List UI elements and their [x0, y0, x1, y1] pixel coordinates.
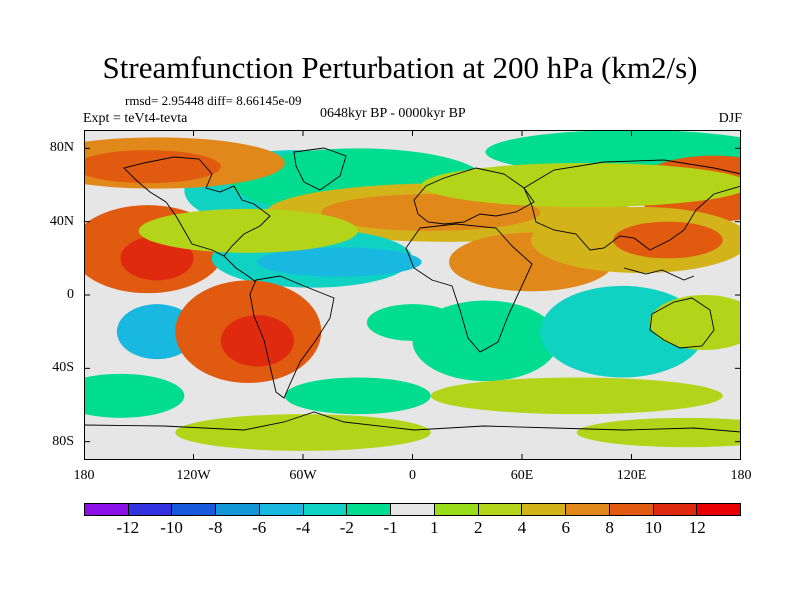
season-label: DJF: [718, 111, 742, 126]
field-anomaly-17: [613, 221, 723, 259]
colorbar-swatch-8: [434, 504, 479, 515]
lat-label-0: 80N: [49, 140, 74, 156]
colorbar-label-1: -10: [160, 518, 183, 537]
lon-label-6: 180: [730, 468, 752, 483]
colorbar-swatch-11: [566, 504, 610, 515]
field-anomaly-25: [84, 373, 185, 418]
colorbar-swatch-10: [522, 504, 567, 515]
field-anomaly-26: [284, 377, 431, 415]
field-anomaly-18: [116, 304, 198, 360]
field-anomaly-14: [138, 208, 358, 253]
coastline-asia: [523, 159, 741, 251]
lat-label-1: 40N: [49, 213, 74, 229]
colorbar-label-4: -4: [295, 518, 311, 537]
field-anomaly-28: [175, 414, 431, 451]
period-label: 0648kyr BP - 0000kyr BP: [320, 106, 466, 121]
lon-label-0: 180: [73, 468, 95, 483]
colorbar-swatch-9: [478, 504, 523, 515]
field-anomaly-9: [421, 163, 741, 207]
colorbar-label-12: 10: [644, 518, 662, 537]
colorbar-label-0: -12: [116, 518, 140, 537]
lat-label-4: 80S: [52, 433, 74, 449]
colorbar-swatch-13: [653, 504, 698, 515]
coastline-north-america: [123, 156, 271, 257]
colorbar-swatch-1: [128, 504, 173, 515]
colorbar-label-2: -8: [208, 518, 223, 537]
colorbar-label-11: 8: [605, 518, 614, 537]
colorbar-swatch-0: [85, 504, 129, 515]
experiment-label: Expt = teVt4-tevta: [83, 111, 188, 126]
colorbar-swatch-14: [697, 504, 741, 515]
coastline-australia: [649, 297, 715, 349]
field-anomaly-20: [220, 315, 294, 367]
contour-map: [84, 130, 741, 460]
colorbar-swatch-4: [259, 504, 304, 515]
lat-label-2: 0: [67, 287, 74, 302]
coastline-south-america: [249, 275, 335, 399]
colorbar-swatch-12: [609, 504, 654, 515]
lat-label-3: 40S: [52, 360, 74, 376]
map-panel: [84, 130, 741, 460]
colorbar-label-9: 4: [517, 518, 527, 537]
colorbar-label-6: -1: [383, 518, 398, 537]
colorbar-label-8: 2: [473, 518, 483, 537]
coastline-antarctica: [84, 411, 741, 433]
colorbar-swatch-6: [347, 504, 392, 515]
lon-label-4: 60E: [510, 468, 534, 483]
lon-label-3: 0: [409, 468, 416, 483]
stats-text: rmsd= 2.95448 diff= 8.66145e-09: [125, 93, 302, 108]
colorbar: [84, 503, 741, 516]
colorbar-label-5: -2: [339, 518, 354, 537]
field-anomaly-22: [412, 300, 559, 382]
colorbar-label-3: -6: [252, 518, 267, 537]
lon-label-5: 120E: [616, 468, 647, 483]
colorbar-label-7: 1: [430, 518, 439, 537]
page-title: Streamfunction Perturbation at 200 hPa (…: [102, 50, 698, 85]
colorbar-label-13: 12: [688, 518, 706, 537]
field-anomaly-11: [120, 236, 194, 281]
colorbar-label-10: 6: [561, 518, 571, 537]
field-anomaly-29: [576, 417, 741, 448]
colorbar-swatch-2: [172, 504, 217, 515]
coastline-europe: [413, 167, 535, 225]
field-anomaly-27: [430, 377, 723, 415]
colorbar-swatch-3: [216, 504, 260, 515]
coastline-indonesia: [623, 267, 695, 281]
coastline-africa: [405, 223, 533, 353]
field-anomaly-8: [321, 194, 541, 231]
coastline-greenland: [293, 147, 347, 191]
colorbar-swatch-5: [303, 504, 348, 515]
field-anomaly-24: [649, 295, 741, 350]
lon-label-2: 60W: [289, 468, 317, 483]
lon-label-1: 120W: [176, 468, 211, 483]
coastline-central-america: [223, 255, 257, 283]
field-anomaly-13: [257, 247, 422, 277]
colorbar-swatch-7: [391, 504, 435, 515]
